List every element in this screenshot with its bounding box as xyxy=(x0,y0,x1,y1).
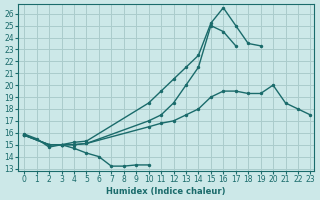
X-axis label: Humidex (Indice chaleur): Humidex (Indice chaleur) xyxy=(106,187,226,196)
